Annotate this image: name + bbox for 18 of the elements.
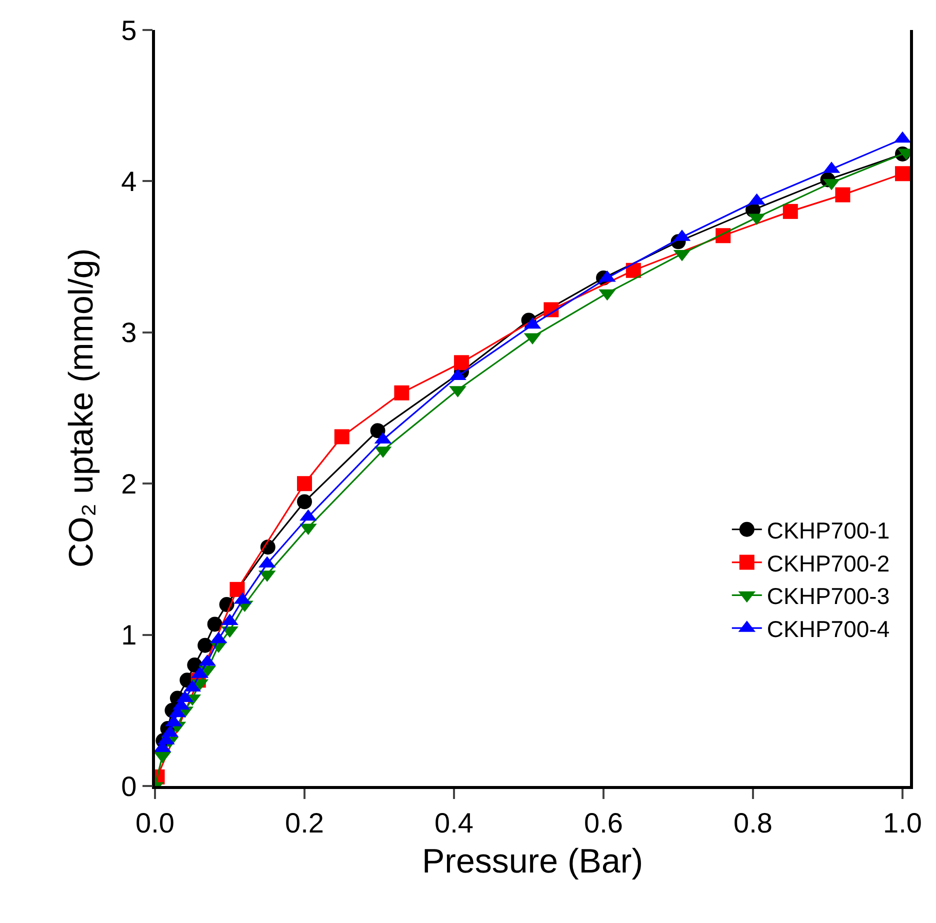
y-tick-label: 2	[121, 468, 137, 500]
x-tick-label: 0.8	[734, 807, 772, 838]
legend-label: CKHP700-4	[766, 616, 890, 642]
y-axis-title: CO₂ uptake (mmol/g)	[62, 248, 101, 568]
y-tick-label: 1	[121, 620, 137, 651]
y-tick-label: 0	[121, 770, 137, 802]
x-axis-title: Pressure (Bar)	[422, 842, 644, 881]
legend-label: CKHP700-1	[766, 517, 890, 544]
x-tick-label: 0.4	[434, 807, 474, 838]
legend-label: CKHP700-2	[766, 550, 890, 576]
legend-label: CKHP700-3	[766, 583, 890, 610]
x-tick-label: 0.6	[584, 807, 623, 838]
y-tick-label: 3	[121, 317, 137, 348]
y-tick-label: 4	[121, 166, 137, 197]
x-tick-label: 0.2	[285, 807, 324, 838]
y-tick-label: 5	[121, 14, 137, 46]
x-tick-label: 0.0	[136, 807, 174, 838]
x-tick-label: 1.0	[883, 807, 922, 838]
